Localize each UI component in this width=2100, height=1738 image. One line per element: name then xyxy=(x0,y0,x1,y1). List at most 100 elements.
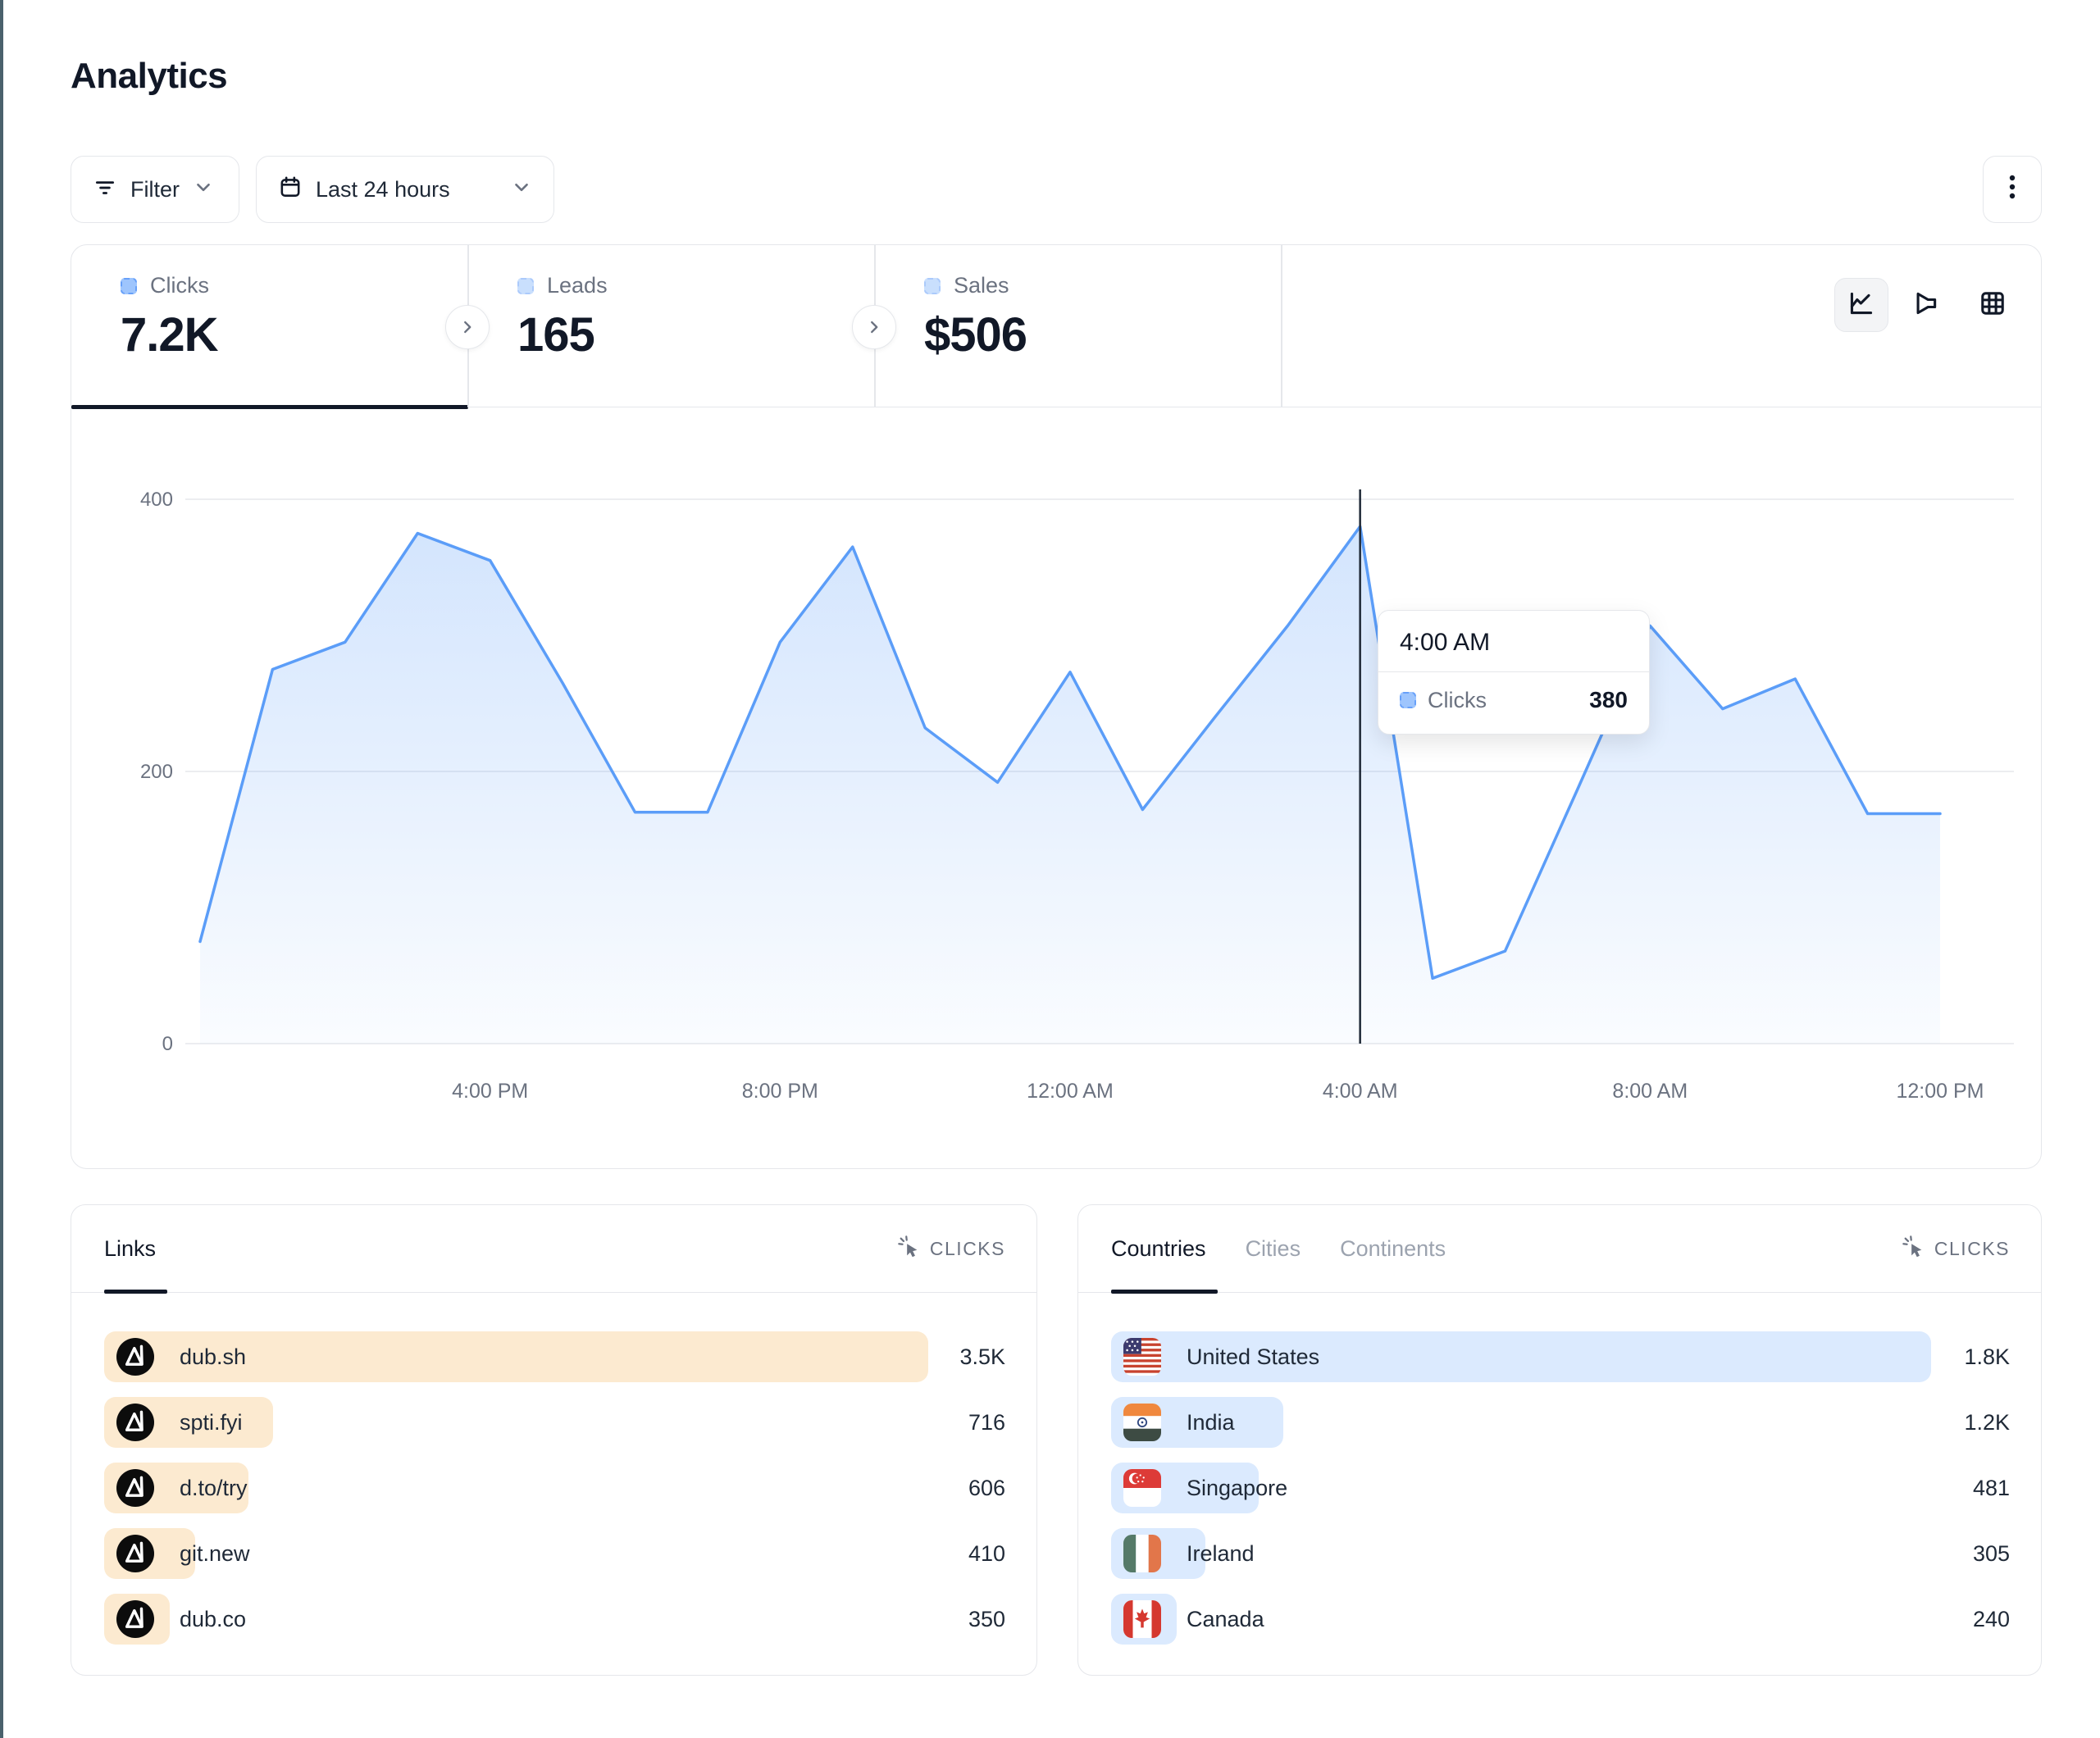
links-tab-links[interactable]: Links xyxy=(104,1236,157,1261)
chevron-down-icon xyxy=(193,176,214,203)
line-chart-toggle-button[interactable] xyxy=(1834,278,1888,332)
links-metric-header[interactable]: CLICKS xyxy=(897,1205,1005,1293)
row-clicks-value: 1.2K xyxy=(1964,1409,2010,1435)
date-range-button[interactable]: Last 24 hours xyxy=(256,156,554,223)
country-row[interactable]: United States 1.8K xyxy=(1111,1331,2010,1382)
row-label: United States xyxy=(1187,1344,1320,1369)
stat-tab-sales[interactable]: Sales $506 xyxy=(875,245,1282,407)
tooltip-time-label: 4:00 AM xyxy=(1378,611,1649,672)
sg-flag-icon xyxy=(1123,1469,1161,1507)
stat-value: 7.2K xyxy=(121,308,219,362)
expand-stat-chevron-button[interactable] xyxy=(852,305,896,349)
row-clicks-value: 305 xyxy=(1972,1540,2010,1566)
row-label: git.new xyxy=(180,1540,250,1566)
row-clicks-value: 606 xyxy=(968,1475,1005,1500)
dub-logo-icon xyxy=(116,1535,154,1572)
funnel-chart-icon xyxy=(1912,289,1942,322)
stat-label: Sales xyxy=(954,273,1009,298)
active-tab-underline xyxy=(104,1290,167,1294)
legend-square-icon xyxy=(924,277,941,294)
cursor-click-icon xyxy=(897,1235,922,1264)
line-chart-icon xyxy=(1847,289,1876,322)
active-tab-underline xyxy=(1111,1290,1218,1294)
countries-metric-header[interactable]: CLICKS xyxy=(1902,1205,2010,1293)
page-title: Analytics xyxy=(71,56,228,96)
table-view-icon xyxy=(1978,289,2007,322)
us-flag-icon xyxy=(1123,1338,1161,1376)
country-row[interactable]: Singapore 481 xyxy=(1111,1463,2010,1513)
funnel-chart-toggle-button[interactable] xyxy=(1900,278,1954,332)
row-clicks-value: 350 xyxy=(968,1606,1005,1631)
calendar-icon xyxy=(278,175,303,205)
chevron-down-icon xyxy=(511,176,532,203)
link-row[interactable]: dub.co 350 xyxy=(104,1594,1005,1645)
row-label: India xyxy=(1187,1409,1235,1435)
stats-divider xyxy=(1281,245,1282,407)
row-label: d.to/try xyxy=(180,1475,248,1500)
row-label: dub.co xyxy=(180,1606,247,1631)
row-clicks-value: 716 xyxy=(968,1409,1005,1435)
clicks-bar xyxy=(1111,1331,1931,1382)
legend-square-icon xyxy=(517,277,534,294)
kebab-menu-icon xyxy=(2001,173,2024,207)
stat-value: $506 xyxy=(924,308,1027,362)
dub-logo-icon xyxy=(116,1469,154,1507)
stat-tab-clicks[interactable]: Clicks 7.2K xyxy=(71,245,468,409)
active-tab-underline xyxy=(71,405,468,409)
row-clicks-value: 3.5K xyxy=(959,1344,1005,1369)
link-row[interactable]: dub.sh 3.5K xyxy=(104,1331,1005,1382)
link-row[interactable]: spti.fyi 716 xyxy=(104,1397,1005,1448)
x-axis-tick-label: 8:00 PM xyxy=(742,1080,818,1103)
countries-panel: Countries Cities Continents CLICKS United … xyxy=(1077,1204,2042,1676)
country-row[interactable]: Ireland 305 xyxy=(1111,1528,2010,1579)
y-axis-tick-label: 400 xyxy=(140,489,173,511)
country-row[interactable]: Canada 240 xyxy=(1111,1594,2010,1645)
links-metric-label: CLICKS xyxy=(929,1238,1005,1259)
stat-tab-leads[interactable]: Leads 165 xyxy=(468,245,875,407)
links-panel-header: Links CLICKS xyxy=(71,1205,1036,1294)
expand-stat-chevron-button[interactable] xyxy=(445,305,490,349)
clicks-bar xyxy=(104,1331,928,1382)
dub-logo-icon xyxy=(116,1338,154,1376)
row-label: Ireland xyxy=(1187,1540,1255,1566)
x-axis-tick-label: 4:00 AM xyxy=(1323,1080,1398,1103)
more-options-button[interactable] xyxy=(1983,156,2042,223)
x-axis-tick-label: 12:00 AM xyxy=(1027,1080,1114,1103)
x-axis-tick-label: 12:00 PM xyxy=(1896,1080,1984,1103)
countries-metric-label: CLICKS xyxy=(1934,1238,2010,1259)
ie-flag-icon xyxy=(1123,1535,1161,1572)
clicks-area-fill xyxy=(200,526,1940,1044)
tooltip-value: 380 xyxy=(1589,687,1628,712)
country-row[interactable]: India 1.2K xyxy=(1111,1397,2010,1448)
chart-tooltip: 4:00 AM Clicks 380 xyxy=(1378,610,1650,735)
clicks-legend-swatch xyxy=(1400,692,1416,708)
countries-tab-cities[interactable]: Cities xyxy=(1245,1236,1301,1261)
chart-type-switcher xyxy=(1834,278,2020,332)
filter-button[interactable]: Filter xyxy=(71,156,239,223)
legend-square-icon xyxy=(121,277,137,294)
link-row[interactable]: git.new 410 xyxy=(104,1528,1005,1579)
row-clicks-value: 1.8K xyxy=(1964,1344,2010,1369)
filter-lines-icon xyxy=(93,175,117,205)
stat-value: 165 xyxy=(517,308,595,362)
countries-tab-countries[interactable]: Countries xyxy=(1111,1236,1206,1261)
cursor-click-icon xyxy=(1902,1235,1926,1264)
table-view-toggle-button[interactable] xyxy=(1966,278,2020,332)
countries-tab-continents[interactable]: Continents xyxy=(1340,1236,1446,1261)
y-axis-tick-label: 0 xyxy=(162,1033,173,1055)
clicks-chart[interactable]: 0 200 400 4:00 PM 8:00 PM 12:00 AM 4:00 AM 8:00… xyxy=(71,407,2041,1168)
date-range-label: Last 24 hours xyxy=(316,176,450,202)
row-label: Canada xyxy=(1187,1606,1264,1631)
clicks-line-series xyxy=(198,525,1942,980)
x-axis-tick-label: 8:00 AM xyxy=(1612,1080,1688,1103)
ca-flag-icon xyxy=(1123,1600,1161,1638)
dub-logo-icon xyxy=(116,1600,154,1638)
tooltip-series-label: Clicks xyxy=(1428,687,1487,712)
in-flag-icon xyxy=(1123,1404,1161,1441)
link-row[interactable]: d.to/try 606 xyxy=(104,1463,1005,1513)
stat-label: Clicks xyxy=(150,273,209,298)
countries-panel-header: Countries Cities Continents CLICKS xyxy=(1078,1205,2041,1294)
analytics-card: Clicks 7.2K Leads 165 Sales $506 0 200 400 4:00 … xyxy=(71,244,2042,1169)
filter-button-label: Filter xyxy=(130,176,180,202)
x-axis-tick-label: 4:00 PM xyxy=(452,1080,528,1103)
